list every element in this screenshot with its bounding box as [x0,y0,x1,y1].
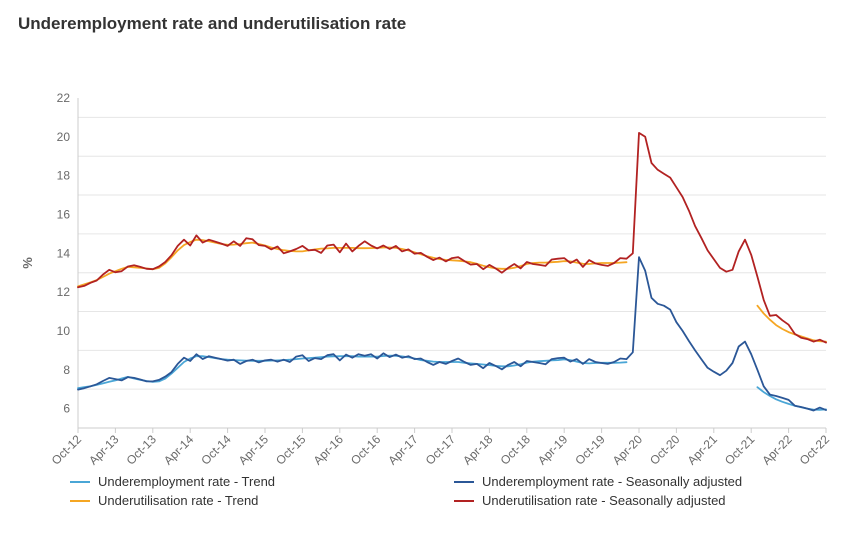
svg-text:12: 12 [57,285,71,299]
svg-text:Apr-15: Apr-15 [236,432,272,468]
svg-text:Apr-22: Apr-22 [759,432,795,468]
svg-text:Apr-14: Apr-14 [161,432,197,468]
chart-title: Underemployment rate and underutilisatio… [0,0,859,38]
svg-text:%: % [20,257,35,269]
legend-label: Underutilisation rate - Seasonally adjus… [482,493,726,508]
svg-text:6: 6 [63,402,70,416]
svg-text:10: 10 [57,324,71,338]
legend-swatch [454,481,474,483]
legend-label: Underutilisation rate - Trend [98,493,258,508]
series-underemp_sa [78,257,826,410]
svg-text:14: 14 [57,246,71,260]
svg-text:Oct-18: Oct-18 [498,432,534,468]
chart-legend: Underemployment rate - Trend Underemploym… [0,468,859,512]
series-underutil_trend [78,240,826,342]
legend-swatch [70,500,90,502]
legend-label: Underemployment rate - Trend [98,474,275,489]
svg-text:Oct-12: Oct-12 [49,432,85,468]
svg-text:Oct-22: Oct-22 [797,432,833,468]
line-chart: 6810121416182022%Oct-12Apr-13Oct-13Apr-1… [0,38,859,468]
legend-item-underutil_trend[interactable]: Underutilisation rate - Trend [70,493,430,508]
svg-text:Oct-13: Oct-13 [124,432,160,468]
svg-text:20: 20 [57,130,71,144]
svg-text:Oct-17: Oct-17 [423,432,459,468]
svg-text:Oct-21: Oct-21 [722,432,758,468]
svg-text:Apr-18: Apr-18 [460,432,496,468]
svg-text:22: 22 [57,91,71,105]
svg-text:Oct-20: Oct-20 [647,432,683,468]
legend-item-underutil_sa[interactable]: Underutilisation rate - Seasonally adjus… [454,493,814,508]
legend-label: Underemployment rate - Seasonally adjust… [482,474,742,489]
legend-swatch [70,481,90,483]
chart-container: Underemployment rate and underutilisatio… [0,0,859,536]
svg-text:16: 16 [57,207,71,221]
svg-text:Apr-16: Apr-16 [311,432,347,468]
svg-text:Apr-20: Apr-20 [610,432,646,468]
svg-text:Apr-17: Apr-17 [385,432,421,468]
svg-text:Oct-19: Oct-19 [572,432,608,468]
svg-text:Oct-15: Oct-15 [273,432,309,468]
series-underemp_trend [78,356,826,410]
legend-swatch [454,500,474,502]
svg-text:Apr-21: Apr-21 [685,432,721,468]
legend-item-underemp_trend[interactable]: Underemployment rate - Trend [70,474,430,489]
svg-text:Apr-13: Apr-13 [86,432,122,468]
svg-text:Oct-16: Oct-16 [348,432,384,468]
legend-item-underemp_sa[interactable]: Underemployment rate - Seasonally adjust… [454,474,814,489]
svg-text:Apr-19: Apr-19 [535,432,571,468]
svg-text:8: 8 [63,363,70,377]
svg-text:18: 18 [57,169,71,183]
svg-text:Oct-14: Oct-14 [198,432,234,468]
